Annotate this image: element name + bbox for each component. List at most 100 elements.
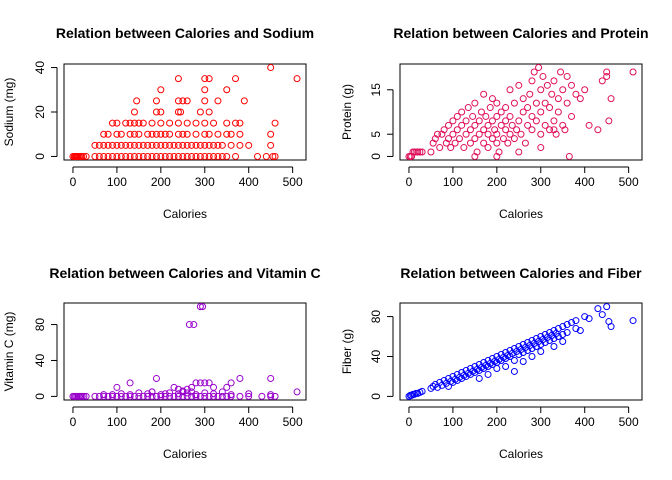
data-point <box>236 141 244 149</box>
data-point <box>130 141 138 149</box>
data-point <box>253 152 261 160</box>
panel-title: Relation between Calories and Protein <box>393 25 648 41</box>
data-point <box>210 119 218 127</box>
data-point <box>109 141 117 149</box>
data-point <box>449 130 457 138</box>
data-point <box>559 323 567 331</box>
data-point <box>174 152 182 160</box>
data-point <box>466 139 474 147</box>
data-point <box>563 321 571 329</box>
data-point <box>581 86 589 94</box>
data-point <box>95 392 103 400</box>
data-point <box>532 117 540 125</box>
x-axis-label: Calories <box>163 447 207 461</box>
plot-frame <box>63 302 307 401</box>
data-point <box>201 379 209 387</box>
data-point <box>436 144 444 152</box>
x-tick-label: 200 <box>487 415 507 429</box>
data-point <box>515 148 523 156</box>
data-point <box>493 112 501 120</box>
panel-sodium: Relation between Calories and Sodium Cal… <box>2 25 314 221</box>
data-point <box>201 86 209 94</box>
data-point <box>550 77 558 85</box>
y-tick-label: 5 <box>369 131 383 138</box>
data-point <box>196 379 204 387</box>
data-point <box>179 130 187 138</box>
data-point <box>550 126 558 134</box>
data-point <box>267 374 275 382</box>
data-point <box>471 152 479 160</box>
x-tick-label: 300 <box>531 415 551 429</box>
data-point <box>269 152 277 160</box>
data-point <box>185 321 193 329</box>
data-point <box>135 141 143 149</box>
data-point <box>210 141 218 149</box>
data-point <box>603 68 611 76</box>
data-point <box>519 357 527 365</box>
data-point <box>201 97 209 105</box>
data-point <box>205 75 213 83</box>
data-point <box>515 117 523 125</box>
data-point <box>183 152 191 160</box>
data-point <box>157 86 165 94</box>
panel-title: Relation between Calories and Fiber <box>400 265 642 281</box>
data-point <box>427 384 435 392</box>
data-point <box>484 130 492 138</box>
data-point <box>471 135 479 143</box>
data-point <box>293 75 301 83</box>
data-point <box>113 141 121 149</box>
data-point <box>190 321 198 329</box>
x-tick-label: 400 <box>239 415 259 429</box>
data-point <box>188 383 196 391</box>
data-point <box>135 152 143 160</box>
data-point <box>510 367 518 375</box>
data-point <box>174 97 182 105</box>
plot-frame <box>399 302 643 401</box>
data-point <box>100 130 108 138</box>
data-point <box>227 379 235 387</box>
data-point <box>559 86 567 94</box>
data-point <box>210 152 218 160</box>
data-point <box>196 141 204 149</box>
panel-vitamin-c: Relation between Calories and Vitamin C … <box>2 265 321 461</box>
data-point <box>223 152 231 160</box>
data-point <box>458 121 466 129</box>
data-point <box>482 112 490 120</box>
x-tick-label: 0 <box>406 415 413 429</box>
data-point <box>524 104 532 112</box>
data-point <box>104 141 112 149</box>
data-point <box>218 152 226 160</box>
data-point <box>488 95 496 103</box>
data-point <box>528 352 536 360</box>
x-tick-label: 500 <box>283 175 303 189</box>
x-tick-label: 100 <box>443 415 463 429</box>
data-point <box>152 392 160 400</box>
data-point <box>166 141 174 149</box>
data-point <box>565 152 573 160</box>
data-point <box>201 119 209 127</box>
data-point <box>199 303 207 311</box>
data-point <box>152 130 160 138</box>
data-point <box>183 141 191 149</box>
data-point <box>205 108 213 116</box>
panel-title: Relation between Calories and Vitamin C <box>49 265 320 281</box>
x-tick-label: 400 <box>575 175 595 189</box>
data-point <box>480 139 488 147</box>
data-point <box>504 139 512 147</box>
data-point <box>192 141 200 149</box>
data-point <box>152 374 160 382</box>
data-point <box>236 374 244 382</box>
data-point <box>122 119 130 127</box>
data-point <box>214 152 222 160</box>
data-point <box>528 126 536 134</box>
data-point <box>245 392 253 400</box>
data-point <box>161 130 169 138</box>
data-point <box>245 390 253 398</box>
data-point <box>414 148 422 156</box>
data-point <box>177 108 185 116</box>
data-point <box>546 126 554 134</box>
data-point <box>293 388 301 396</box>
data-point <box>188 392 196 400</box>
data-point <box>95 152 103 160</box>
data-point <box>152 152 160 160</box>
